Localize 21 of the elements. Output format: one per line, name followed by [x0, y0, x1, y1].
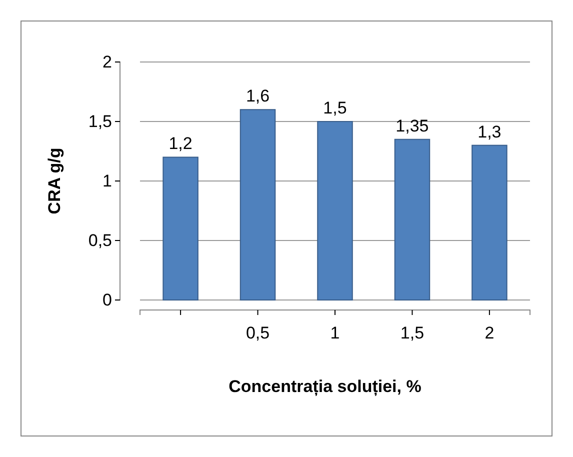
bar: [162, 156, 198, 300]
x-tick-label: 0,5: [246, 323, 270, 342]
x-tick-label: 2: [484, 323, 494, 342]
bar: [472, 144, 508, 300]
x-tick-label: 1: [330, 323, 340, 342]
bar: [240, 109, 276, 300]
data-label: 1,5: [323, 98, 347, 118]
data-label: 1,2: [168, 134, 192, 154]
data-label: 1,6: [246, 86, 270, 106]
y-tick-label: 1,5: [88, 112, 112, 131]
y-axis-title: CRA g/g: [45, 148, 64, 214]
y-tick-label: 0: [102, 290, 112, 310]
data-label: 1,3: [478, 122, 502, 142]
bar: [394, 138, 430, 300]
y-tick-label: 2: [102, 52, 112, 72]
x-axis-title: Concentrația soluției, %: [228, 377, 422, 396]
bar: [317, 121, 353, 300]
y-tick-label: 1: [102, 171, 112, 190]
x-tick-label: 1,5: [400, 323, 424, 342]
y-tick-label: 0,5: [88, 230, 112, 250]
data-label: 1,35: [396, 116, 429, 136]
